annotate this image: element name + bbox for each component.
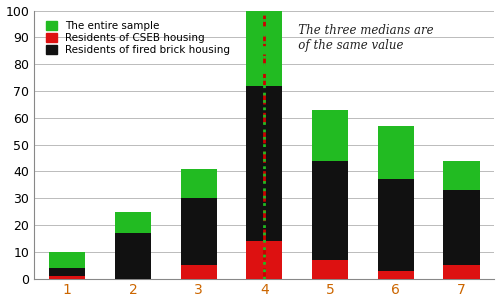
Legend: The entire sample, Residents of CSEB housing, Residents of fired brick housing: The entire sample, Residents of CSEB hou… [44, 18, 232, 58]
Bar [180, 198, 216, 265]
Bar [444, 190, 480, 265]
Bar [312, 110, 348, 161]
Bar [312, 260, 348, 278]
Bar [312, 161, 348, 260]
Bar [180, 169, 216, 198]
Bar [180, 265, 216, 278]
Bar [246, 86, 282, 241]
Bar [444, 161, 480, 190]
Bar [115, 233, 151, 278]
Bar [246, 241, 282, 278]
Bar [378, 271, 414, 278]
Bar [444, 265, 480, 278]
Bar [49, 252, 85, 268]
Bar [49, 276, 85, 278]
Bar [378, 126, 414, 179]
Bar [49, 268, 85, 276]
Bar [378, 179, 414, 271]
Text: The three medians are
   of the same value: The three medians are of the same value [288, 24, 434, 52]
Bar [115, 211, 151, 233]
Bar [246, 11, 282, 86]
